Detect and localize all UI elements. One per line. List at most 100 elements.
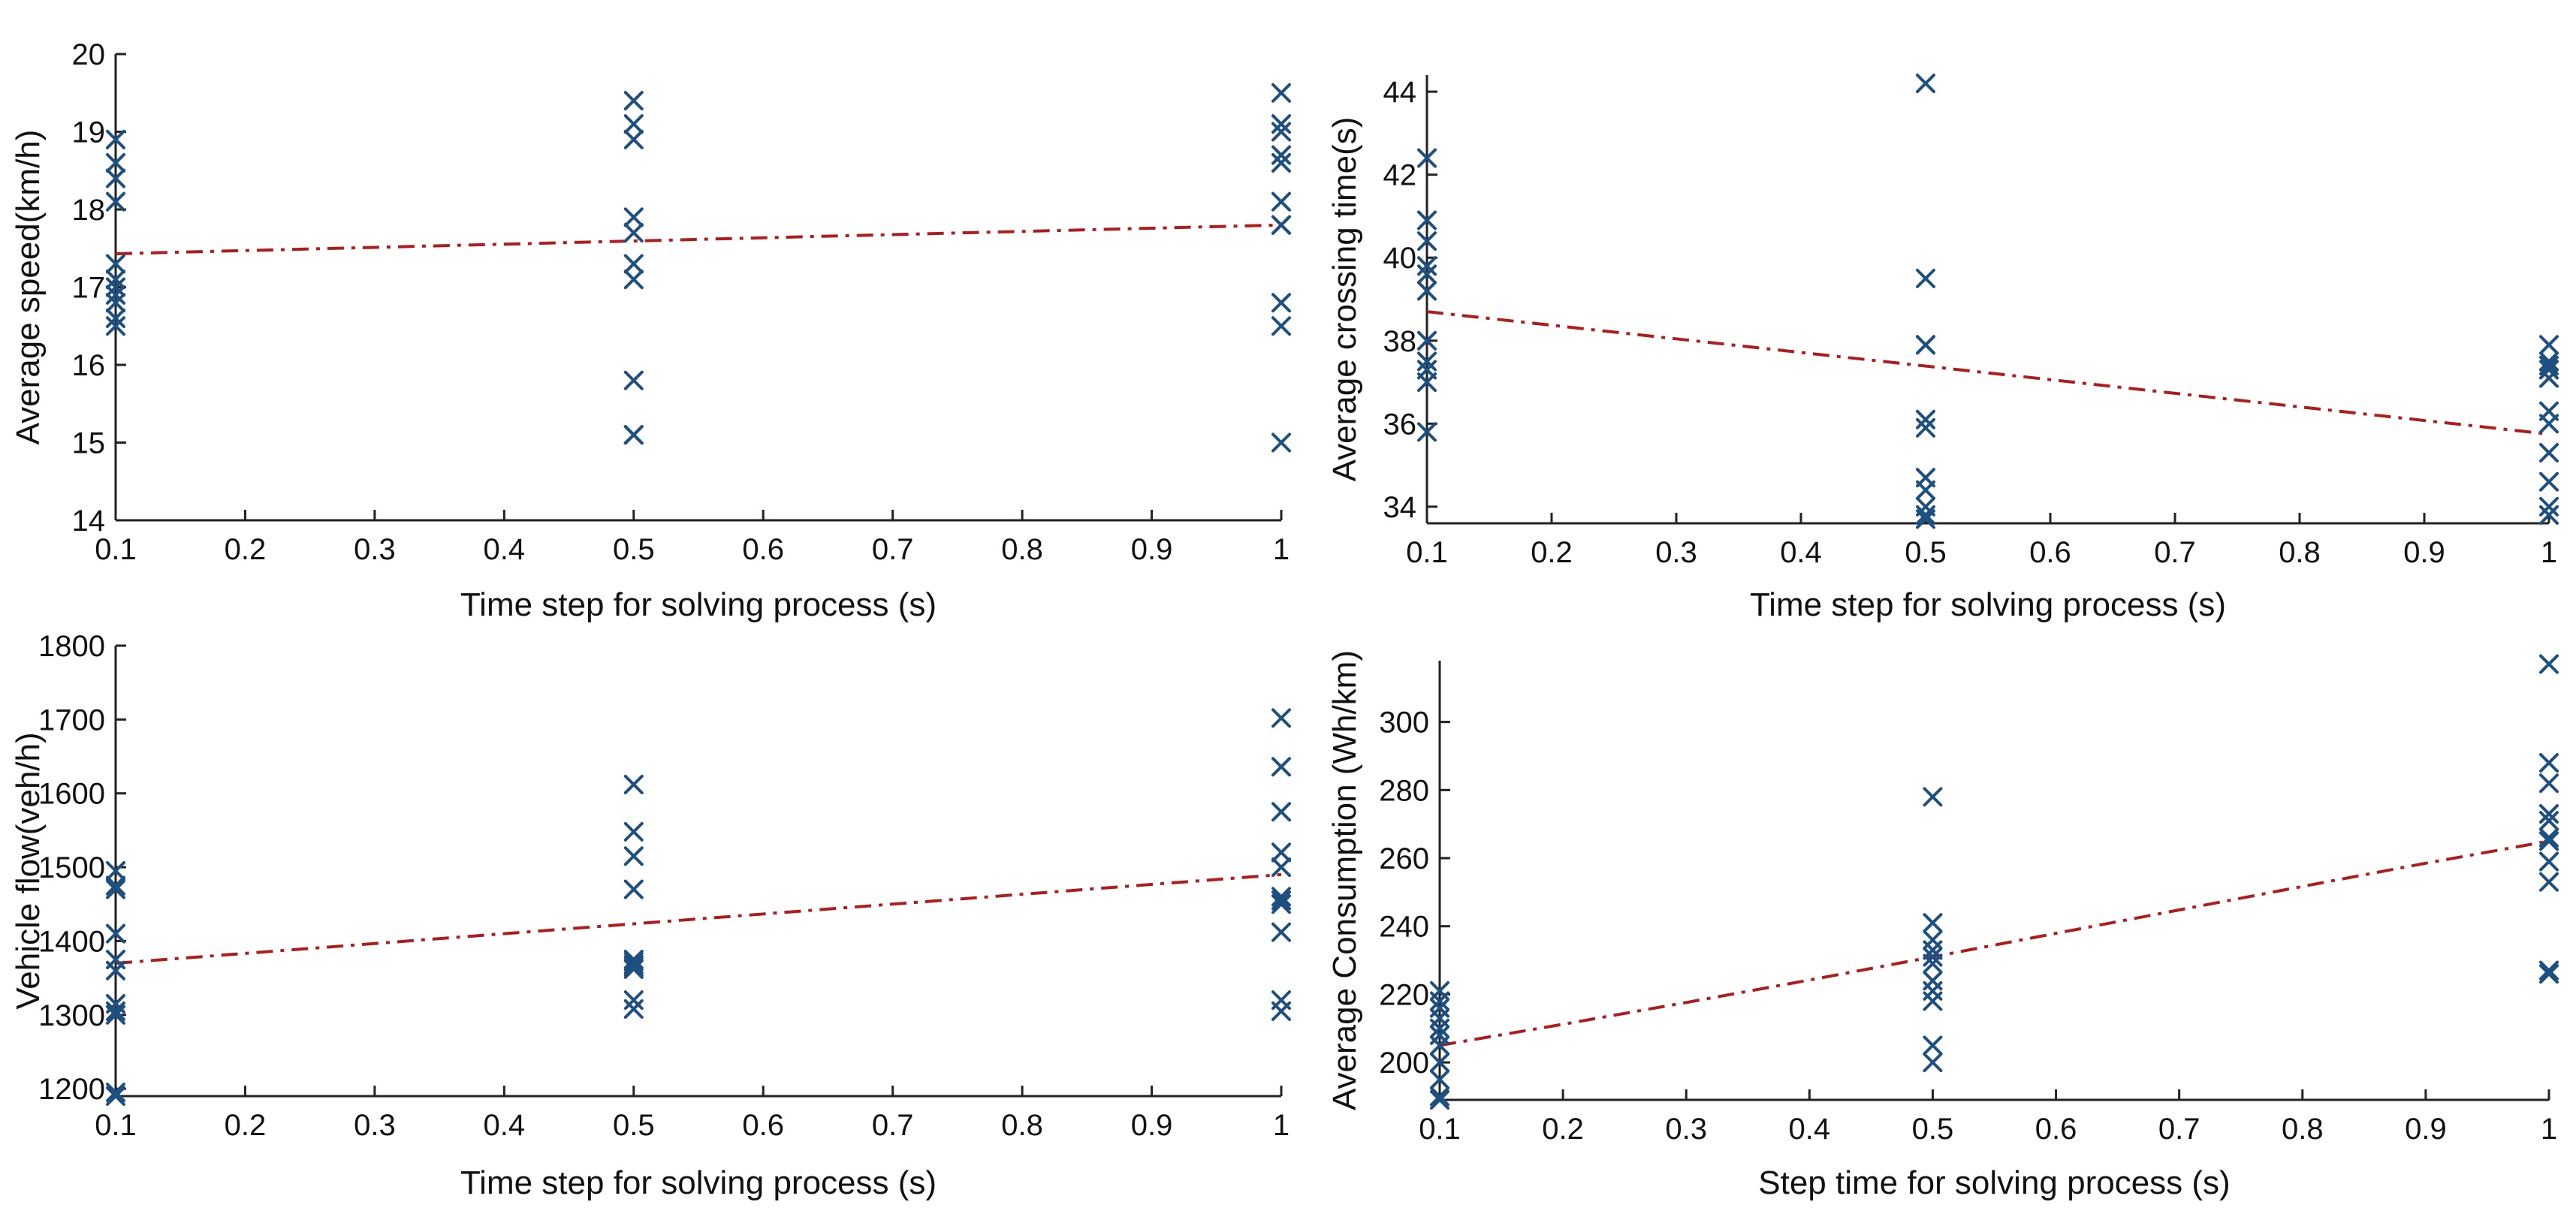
data-point [1430, 1053, 1449, 1073]
data-point [2539, 351, 2559, 372]
data-point [1916, 268, 1935, 288]
y-tick-label: 16 [72, 349, 106, 382]
data-point [106, 316, 125, 336]
data-point [623, 956, 644, 977]
y-tick-label: 200 [1379, 1047, 1429, 1080]
data-point [1271, 215, 1291, 235]
data-point [2539, 872, 2559, 892]
data-point [1923, 991, 1943, 1011]
x-tick-label: 0.9 [2403, 536, 2445, 569]
x-tick-label: 0.6 [742, 533, 784, 566]
data-point [106, 277, 125, 297]
x-tick-label: 1 [2541, 1113, 2557, 1146]
y-tick-label: 220 [1379, 978, 1429, 1011]
data-point [623, 774, 644, 794]
data-point [1271, 191, 1291, 212]
data-point [623, 425, 644, 445]
x-tick-label: 0.9 [1131, 1109, 1173, 1142]
data-point [1916, 480, 1935, 500]
data-point [623, 270, 644, 290]
x-tick-label: 0.1 [1419, 1113, 1461, 1146]
data-point [623, 959, 644, 979]
x-tick-label: 0.2 [1542, 1113, 1584, 1146]
y-axis-title: Average speed(km/h) [10, 130, 47, 445]
data-point [106, 1001, 125, 1021]
x-tick-label: 0.4 [1789, 1113, 1831, 1146]
data-point [1916, 505, 1935, 525]
data-point [2539, 335, 2559, 355]
data-point [1271, 122, 1291, 142]
data-point [1417, 256, 1437, 276]
x-tick-label: 1 [1273, 1109, 1290, 1142]
data-point [106, 129, 125, 149]
panel-4: 0.1 0.2 0.3 0.4 0.5 0.6 0.7 0.8 0.9 1 200 220 240 260… [1326, 650, 2559, 1201]
data-point [1923, 913, 1943, 933]
data-point [623, 114, 644, 134]
trend-line [1439, 839, 2550, 1047]
x-tick-label: 0.7 [2158, 1113, 2200, 1146]
y-axis-title: Vehicle flow(veh/h) [10, 732, 47, 1009]
y-tick-label: 44 [1383, 76, 1417, 109]
data-point [1916, 509, 1935, 529]
data-point [1417, 231, 1437, 252]
data-point [1430, 1086, 1449, 1107]
data-point [106, 875, 125, 896]
y-tick-label: 42 [1383, 159, 1417, 192]
data-point [106, 960, 125, 980]
y-tick-label: 260 [1379, 842, 1429, 875]
data-point [1417, 210, 1437, 230]
data-point [623, 223, 644, 243]
data-point [1430, 1035, 1449, 1056]
data-point [106, 923, 125, 944]
data-point [623, 129, 644, 149]
data-point [2539, 804, 2559, 824]
data-point [2539, 851, 2559, 872]
data-point [106, 254, 125, 274]
x-axis-title: Time step for solving process (s) [1750, 586, 2226, 623]
panel-3: 0.1 0.2 0.3 0.4 0.5 0.6 0.7 0.8 0.9 1 1200 1300 1400… [10, 630, 1291, 1201]
y-tick-label: 36 [1383, 408, 1417, 441]
y-tick-label: 280 [1379, 774, 1429, 807]
data-point [1271, 708, 1291, 728]
y-axis-title: Average Consumption (Wh/km) [1326, 650, 1363, 1110]
x-tick-label: 0.4 [1780, 536, 1822, 569]
data-point [1916, 335, 1935, 355]
x-axis-title: Time step for solving process (s) [460, 586, 937, 623]
data-point [106, 168, 125, 188]
data-point [2539, 654, 2559, 674]
data-point [1916, 409, 1935, 429]
x-tick-label: 0.7 [872, 1109, 914, 1142]
x-tick-label: 0.5 [613, 533, 655, 566]
data-point [1417, 148, 1437, 168]
y-tick-label: 14 [72, 505, 106, 538]
data-point [106, 293, 125, 313]
data-point [623, 846, 644, 866]
data-point [1271, 316, 1291, 336]
data-point [2539, 471, 2559, 492]
data-point [1271, 842, 1291, 863]
y-tick-label: 40 [1383, 242, 1417, 275]
data-point [623, 879, 644, 899]
data-point [2539, 827, 2559, 848]
x-tick-label: 0.8 [2282, 1113, 2324, 1146]
data-point [106, 308, 125, 328]
x-tick-label: 0.6 [742, 1109, 784, 1142]
data-point [106, 191, 125, 212]
data-point [1430, 1090, 1449, 1110]
data-point [1271, 293, 1291, 313]
data-point [2539, 355, 2559, 375]
panel-1: 0.1 0.2 0.3 0.4 0.5 0.6 0.7 0.8 0.9 1 14 15 16 17 18 19… [10, 38, 1291, 623]
x-tick-label: 0.6 [2035, 1113, 2077, 1146]
y-tick-label: 15 [72, 427, 106, 460]
x-tick-label: 0.4 [484, 1109, 526, 1142]
data-point [1923, 1053, 1943, 1073]
data-point [2539, 964, 2559, 984]
data-point [1417, 422, 1437, 442]
data-point [1916, 74, 1935, 94]
data-point [106, 285, 125, 305]
x-tick-label: 0.1 [95, 533, 137, 566]
x-tick-label: 0.4 [484, 533, 526, 566]
data-point [623, 91, 644, 111]
y-tick-label: 19 [72, 116, 106, 149]
data-point [106, 1083, 125, 1103]
